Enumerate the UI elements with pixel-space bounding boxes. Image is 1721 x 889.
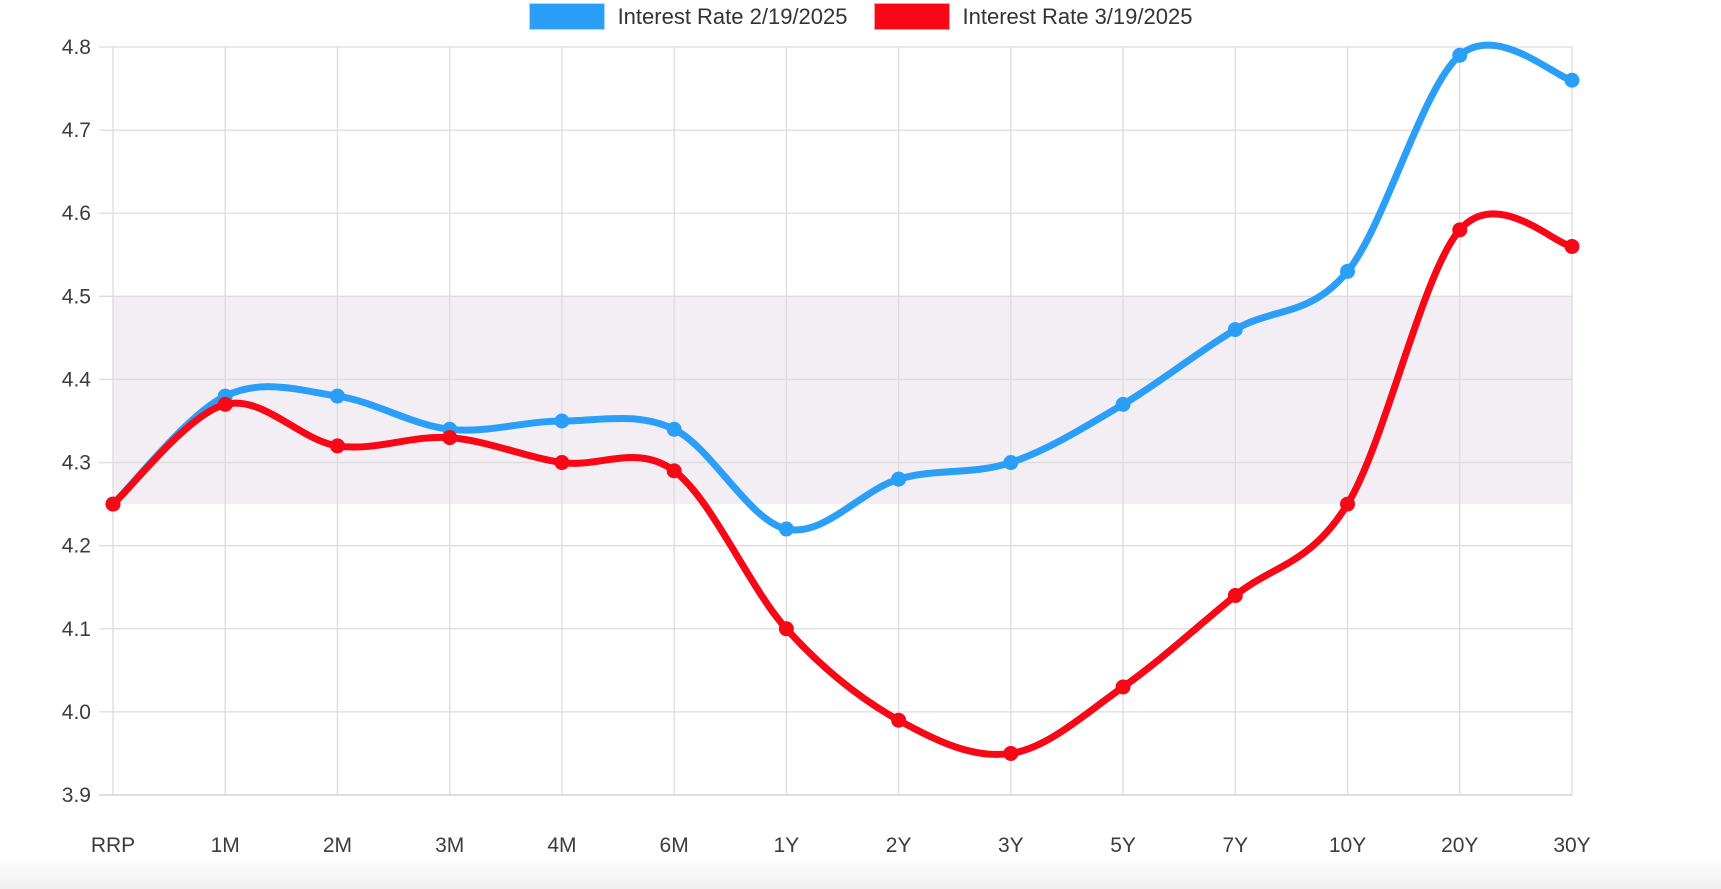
y-axis-tick-label: 4.4 bbox=[62, 368, 92, 391]
data-point-interest-rate-3-19-2025-3m[interactable] bbox=[442, 430, 458, 446]
y-axis-tick-label: 3.9 bbox=[62, 784, 91, 807]
x-axis-tick-label: 5Y bbox=[1110, 834, 1136, 857]
legend-item-series-2[interactable]: Interest Rate 3/19/2025 bbox=[873, 3, 1193, 30]
x-axis-tick-label: 4M bbox=[547, 834, 576, 857]
x-axis-tick-label: 20Y bbox=[1441, 834, 1478, 857]
legend-item-label: Interest Rate 2/19/2025 bbox=[617, 3, 848, 29]
data-point-interest-rate-3-19-2025-2y[interactable] bbox=[891, 712, 907, 728]
y-axis-tick-label: 4.1 bbox=[62, 618, 91, 641]
data-point-interest-rate-2-19-2025-4m[interactable] bbox=[554, 413, 570, 429]
data-point-interest-rate-3-19-2025-7y[interactable] bbox=[1227, 588, 1243, 604]
y-axis-tick-label: 4.0 bbox=[62, 701, 91, 724]
x-axis-tick-label: 3M bbox=[435, 834, 464, 857]
series-line-1 bbox=[109, 41, 1576, 534]
data-point-interest-rate-3-19-2025-5y[interactable] bbox=[1115, 679, 1131, 695]
y-axis-tick-label: 4.6 bbox=[62, 202, 91, 225]
x-axis-tick-label: 10Y bbox=[1329, 834, 1366, 857]
data-point-interest-rate-3-19-2025-10y[interactable] bbox=[1340, 496, 1356, 512]
data-point-interest-rate-2-19-2025-30y[interactable] bbox=[1564, 72, 1580, 88]
x-axis-tick-label: 7Y bbox=[1222, 834, 1248, 857]
x-axis-tick-label: 6M bbox=[660, 834, 689, 857]
data-point-interest-rate-3-19-2025-30y[interactable] bbox=[1564, 238, 1580, 254]
x-axis-tick-label: 2M bbox=[323, 834, 352, 857]
data-point-interest-rate-2-19-2025-6m[interactable] bbox=[666, 421, 682, 437]
data-point-interest-rate-3-19-2025-2m[interactable] bbox=[329, 438, 345, 454]
data-point-interest-rate-2-19-2025-3y[interactable] bbox=[1003, 455, 1019, 471]
chart-legend: Interest Rate 2/19/2025 Interest Rate 3/… bbox=[0, 3, 1721, 30]
legend-item-label: Interest Rate 3/19/2025 bbox=[962, 3, 1193, 29]
y-axis-tick-label: 4.5 bbox=[62, 285, 91, 308]
data-point-interest-rate-3-19-2025-20y[interactable] bbox=[1452, 222, 1468, 238]
data-point-interest-rate-3-19-2025-6m[interactable] bbox=[666, 463, 682, 479]
x-axis-tick-label: 1M bbox=[211, 834, 240, 857]
y-axis-tick-label: 4.7 bbox=[62, 119, 91, 142]
data-point-interest-rate-3-19-2025-1m[interactable] bbox=[217, 396, 233, 412]
data-point-interest-rate-3-19-2025-1y[interactable] bbox=[778, 621, 794, 637]
y-axis-tick-label: 4.2 bbox=[62, 535, 91, 558]
x-axis-tick-label: 2Y bbox=[886, 834, 912, 857]
data-point-interest-rate-3-19-2025-4m[interactable] bbox=[554, 455, 570, 471]
data-point-interest-rate-2-19-2025-5y[interactable] bbox=[1115, 396, 1131, 412]
x-axis-tick-label: 1Y bbox=[774, 834, 800, 857]
series-line-2 bbox=[109, 210, 1576, 758]
data-point-interest-rate-2-19-2025-2m[interactable] bbox=[329, 388, 345, 404]
legend-item-series-1[interactable]: Interest Rate 2/19/2025 bbox=[528, 3, 848, 30]
data-point-interest-rate-3-19-2025-rrp[interactable] bbox=[105, 496, 121, 512]
x-axis-tick-label: 3Y bbox=[998, 834, 1024, 857]
series-1-color-swatch-icon bbox=[528, 3, 605, 30]
data-point-interest-rate-2-19-2025-20y[interactable] bbox=[1452, 47, 1468, 63]
data-point-interest-rate-3-19-2025-3y[interactable] bbox=[1003, 745, 1019, 761]
data-point-interest-rate-2-19-2025-10y[interactable] bbox=[1340, 263, 1356, 279]
x-axis-tick-label: RRP bbox=[91, 834, 135, 857]
data-point-interest-rate-2-19-2025-2y[interactable] bbox=[891, 471, 907, 487]
x-axis-tick-label: 30Y bbox=[1553, 834, 1590, 857]
data-point-interest-rate-2-19-2025-7y[interactable] bbox=[1227, 322, 1243, 338]
series-2-color-swatch-icon bbox=[873, 3, 950, 30]
y-axis-tick-label: 4.8 bbox=[62, 36, 91, 59]
data-point-interest-rate-2-19-2025-1y[interactable] bbox=[778, 521, 794, 537]
y-axis-tick-label: 4.3 bbox=[62, 452, 91, 475]
